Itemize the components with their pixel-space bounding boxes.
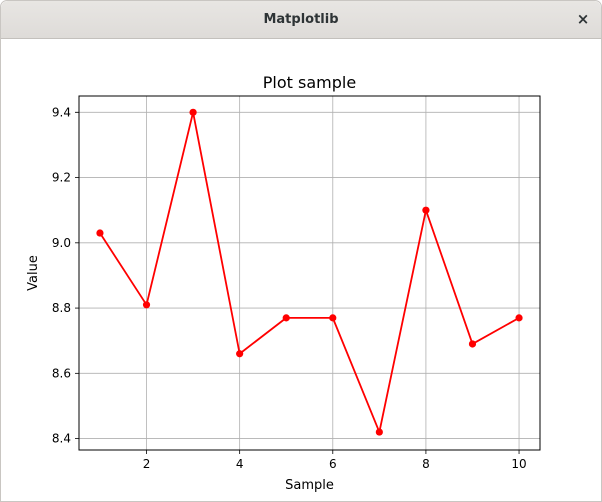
y-tick-label: 9.0 — [52, 236, 71, 250]
x-tick-label: 10 — [511, 457, 526, 471]
figure-canvas: 2 4 6 8 10 8.4 8.6 8.8 9.0 9.2 9.4 Plot sample Sam… — [1, 39, 601, 501]
tick-marks: 2 4 6 8 10 8.4 8.6 8.8 9.0 9.2 9.4 — [52, 105, 527, 471]
y-tick-label: 8.6 — [52, 366, 71, 380]
data-point — [515, 314, 523, 322]
axes-frame — [78, 95, 541, 451]
data-point — [236, 350, 244, 358]
series-line — [99, 111, 520, 433]
x-tick-label: 8 — [422, 457, 430, 471]
grid-lines — [79, 96, 540, 450]
x-tick-label: 6 — [329, 457, 337, 471]
window-title: Matplotlib — [263, 12, 339, 27]
y-tick-label: 9.4 — [52, 105, 71, 119]
data-point — [422, 206, 430, 214]
data-point — [375, 428, 383, 436]
data-point — [329, 314, 337, 322]
x-tick-label: 4 — [236, 457, 244, 471]
data-point — [189, 108, 197, 116]
title-bar[interactable]: Matplotlib × — [1, 1, 601, 39]
close-button[interactable]: × — [576, 10, 590, 28]
y-axis-label: Value — [26, 255, 41, 291]
y-tick-label: 8.4 — [52, 432, 71, 446]
series-layer — [96, 108, 523, 436]
x-tick-label: 2 — [143, 457, 151, 471]
line-chart: 2 4 6 8 10 8.4 8.6 8.8 9.0 9.2 9.4 Plot sample Sam… — [26, 73, 541, 493]
data-point — [282, 314, 290, 322]
data-point — [142, 301, 151, 309]
y-tick-label: 8.8 — [52, 301, 71, 315]
data-point — [468, 340, 477, 348]
data-point — [96, 229, 104, 237]
y-tick-label: 9.2 — [52, 171, 71, 185]
chart-title: Plot sample — [263, 73, 356, 92]
x-axis-label: Sample — [285, 478, 334, 493]
